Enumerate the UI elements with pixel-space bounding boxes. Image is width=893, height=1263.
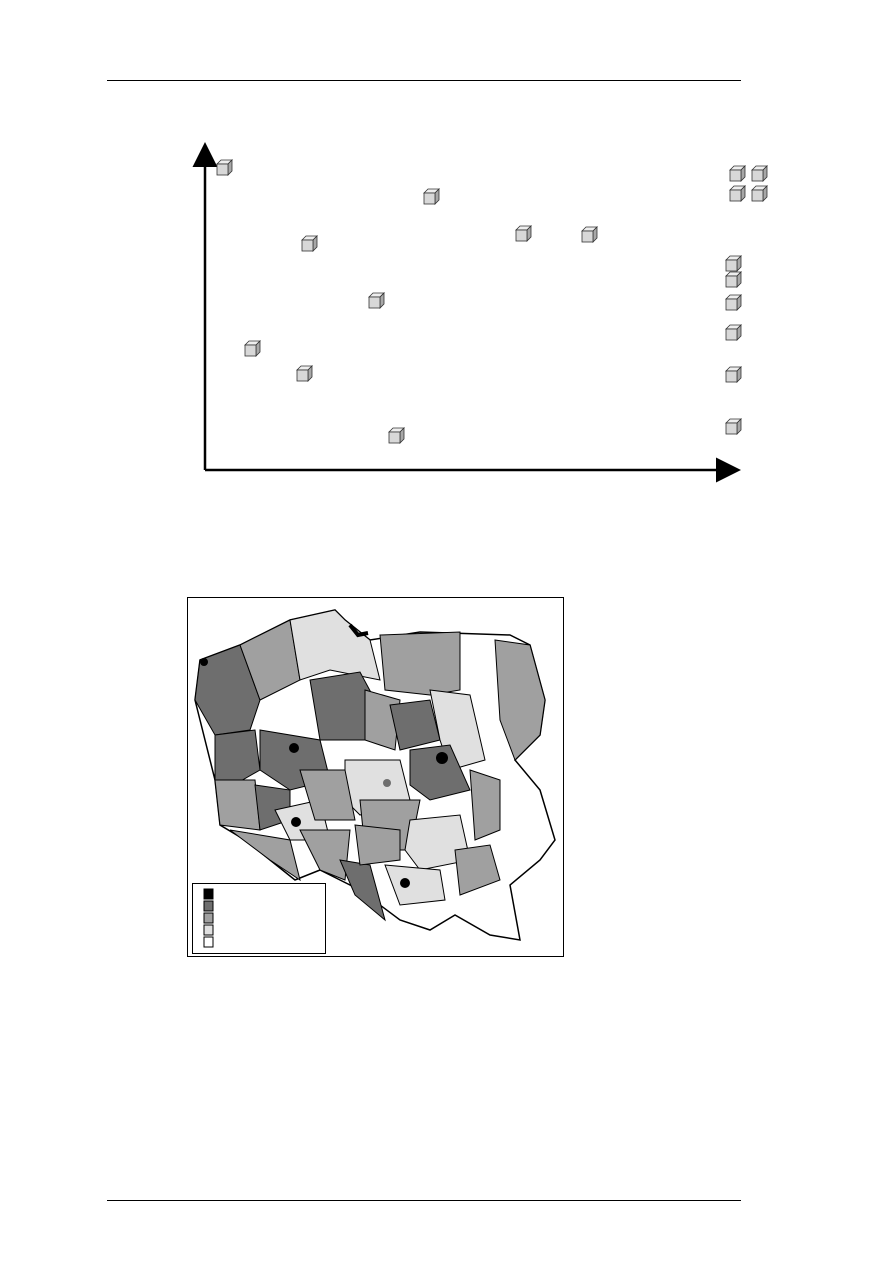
cube-icon [368,292,385,309]
cube-icon [725,271,742,288]
city-wroclaw [291,817,301,827]
cube-icon [751,165,768,182]
cube-icon [729,165,746,182]
city-lodz [383,779,391,787]
cube-icon [301,235,318,252]
cube-icon [725,418,742,435]
region-zielona [214,779,261,831]
cube-icon [296,365,313,382]
cube-icon [423,188,440,205]
region-lublin-west [469,769,501,841]
region-krakow [384,864,446,906]
cube-icon [388,427,405,444]
cube-icon [725,366,742,383]
region-rzeszow [454,844,501,896]
cube-icon [751,185,768,202]
map-figure [187,597,564,957]
city-poznan [289,743,299,753]
region-opole [299,829,351,881]
cube-markers [216,159,768,444]
legend-swatch [203,900,214,912]
cube-icon [725,294,742,311]
city-szczecin [200,658,208,666]
cube-icon [216,159,233,176]
cube-icon [725,324,742,341]
region-kalisz [299,769,356,821]
map-legend [203,888,214,948]
region-north [379,631,461,696]
cube-icon [729,185,746,202]
diagram-axes [192,142,741,483]
legend-swatch [203,924,214,936]
footer-rule [107,1200,741,1201]
city-warsaw [436,752,448,764]
cube-icon [244,340,261,357]
cube-icon [581,226,598,243]
header-rule [107,80,741,81]
cube-icon [725,255,742,272]
region-kielce [404,814,471,871]
map-legend-box [192,883,326,954]
legend-swatch [203,912,214,924]
region-northeast [494,639,546,761]
region-gdansk [289,609,381,681]
region-walbrzych [229,829,301,882]
region-warsaw [409,744,471,801]
legend-swatch [203,936,214,948]
region-czestochowa [354,824,401,866]
legend-swatch [203,888,214,900]
city-gdansk [348,623,369,638]
city-krakow [400,878,410,888]
cube-icon [515,225,532,242]
